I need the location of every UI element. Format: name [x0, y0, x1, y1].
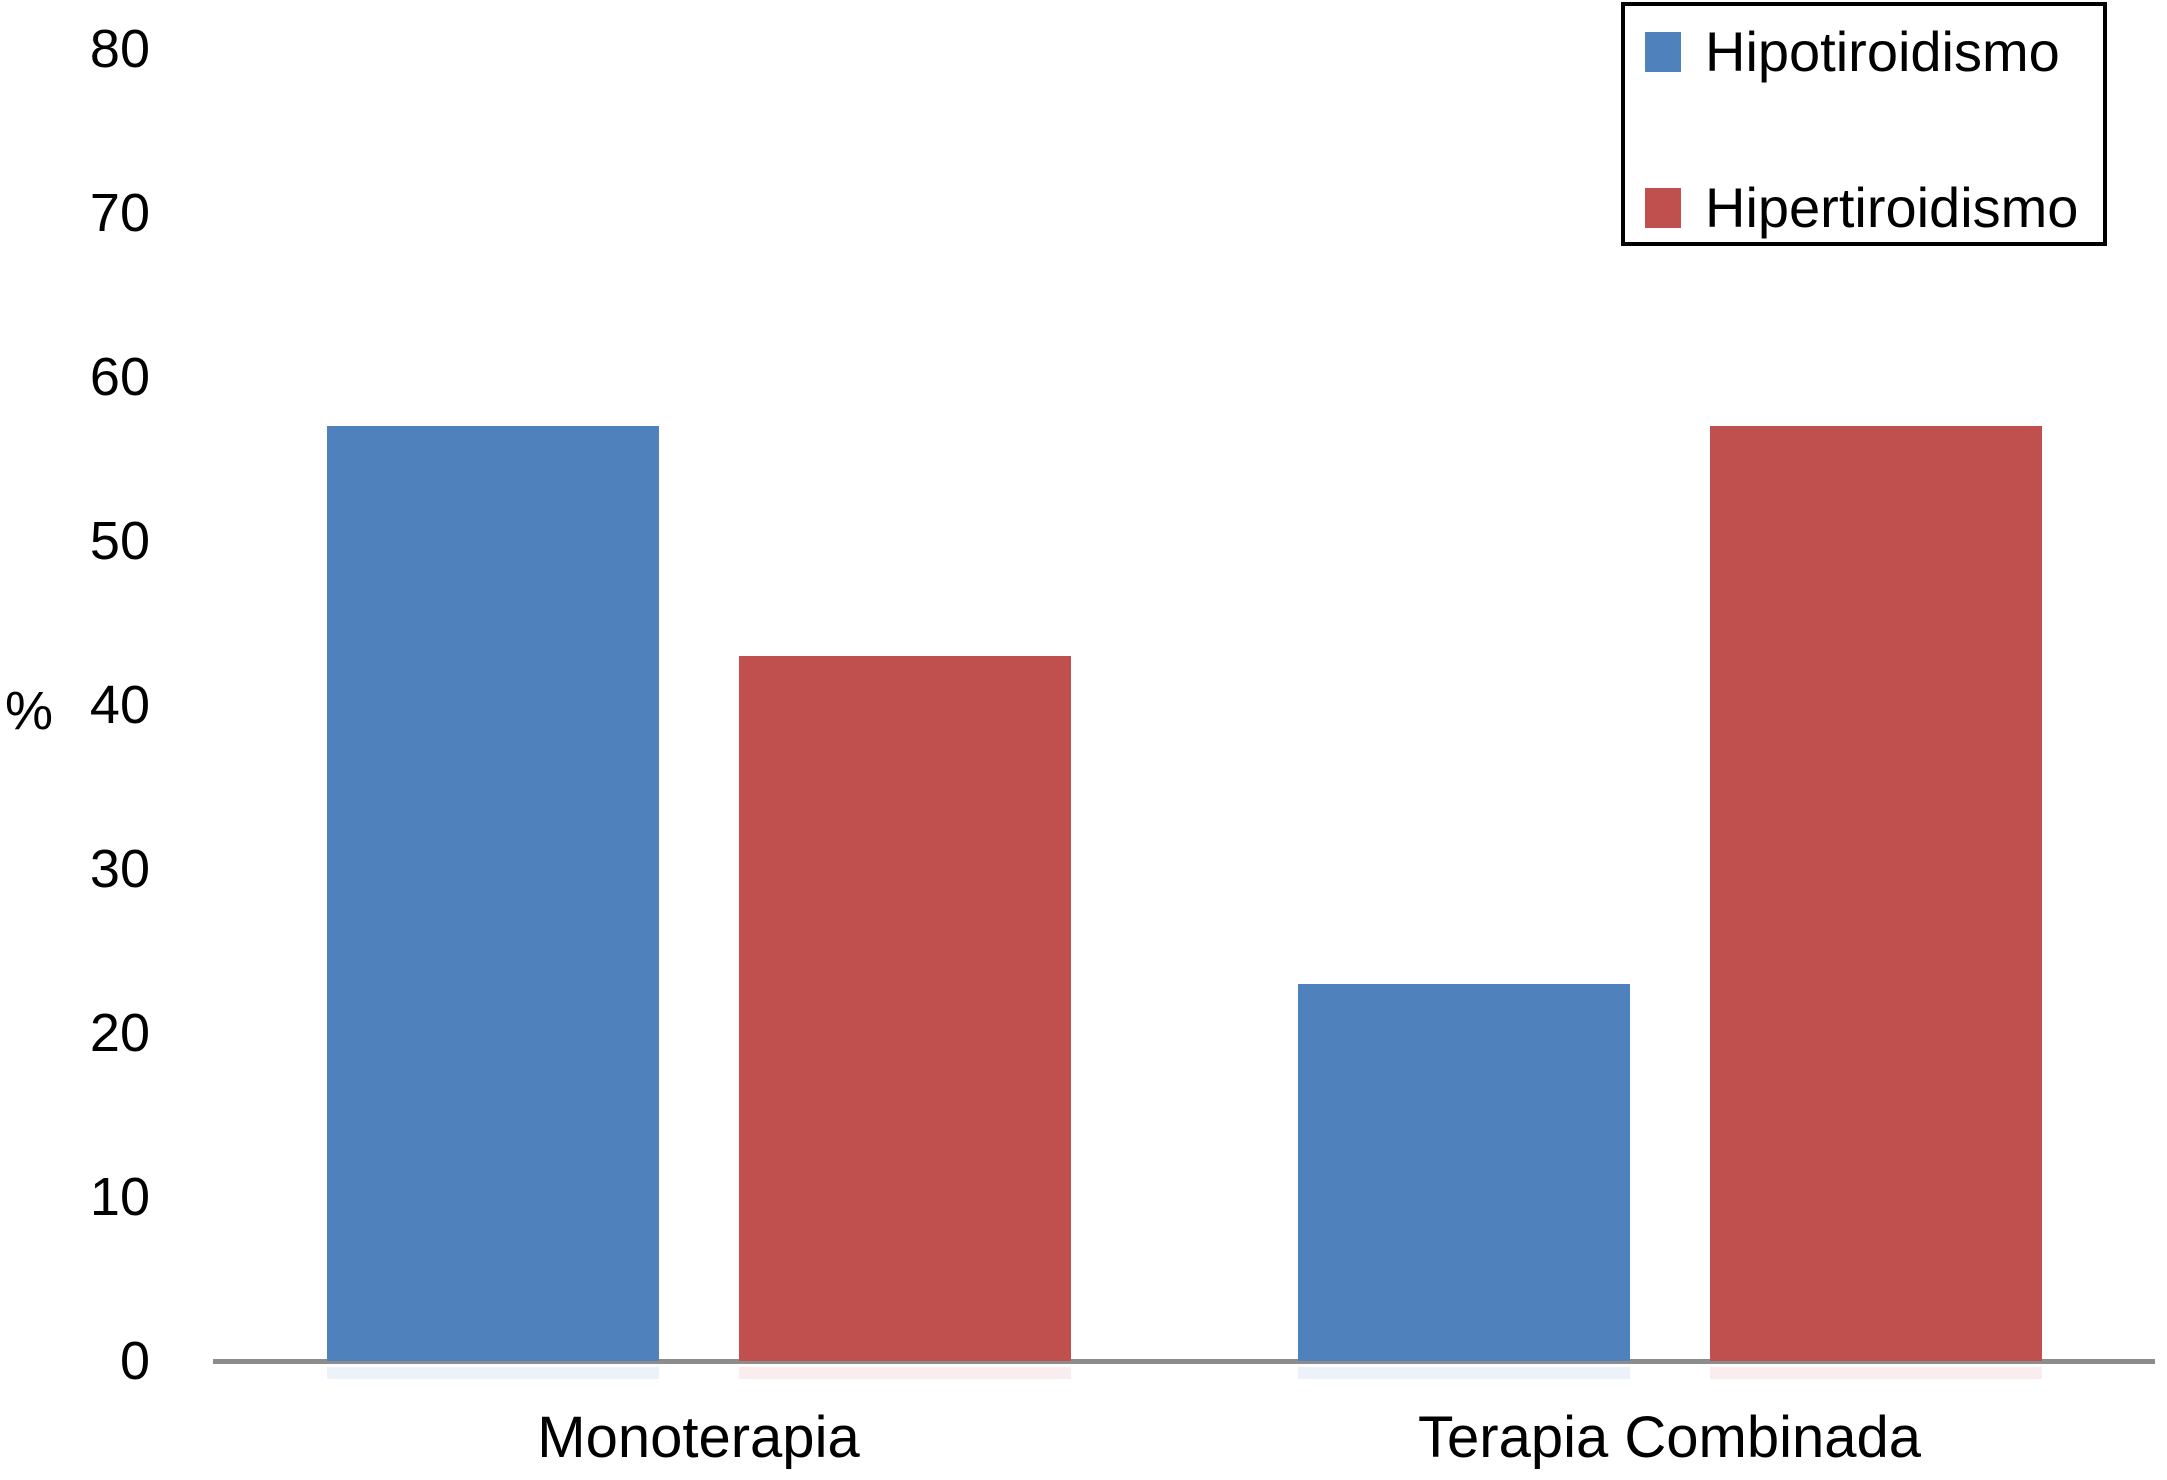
legend: Hipotiroidismo Hipertiroidismo [1621, 2, 2107, 246]
bar-reflection [1297, 1367, 1630, 1379]
y-axis-label: % [4, 681, 53, 741]
legend-label: Hipotiroidismo [1705, 20, 2060, 83]
bar-hipotiroidismo-monoterapia [326, 426, 659, 1361]
legend-entry-hipotiroidismo: Hipotiroidismo [1645, 24, 2103, 80]
category-label-terapia-combinada: Terapia Combinada [1418, 1405, 1921, 1470]
y-tick-label: 0 [119, 1331, 150, 1391]
bar-hipertiroidismo-terapia-combinada [1709, 426, 2042, 1361]
x-axis-line [213, 1359, 2155, 1364]
category-label-monoterapia: Monoterapia [537, 1405, 860, 1470]
y-tick-label: 70 [89, 183, 150, 243]
legend-label: Hipertiroidismo [1705, 176, 2079, 239]
y-tick-label: 80 [89, 19, 150, 79]
y-tick-label: 20 [89, 1003, 150, 1063]
bar-reflection [326, 1367, 659, 1379]
legend-entry-hipertiroidismo: Hipertiroidismo [1645, 180, 2103, 236]
y-tick-label: 50 [89, 511, 150, 571]
bar-hipotiroidismo-terapia-combinada [1297, 983, 1630, 1361]
bar-reflection [738, 1367, 1071, 1379]
y-tick-label: 10 [89, 1167, 150, 1227]
legend-swatch-icon [1645, 32, 1681, 72]
y-tick-label: 40 [89, 675, 150, 735]
y-tick-label: 30 [89, 839, 150, 899]
bar-reflection [1709, 1367, 2042, 1379]
y-tick-label: 60 [89, 347, 150, 407]
legend-swatch-icon [1645, 188, 1681, 228]
bar-hipertiroidismo-monoterapia [738, 655, 1071, 1361]
